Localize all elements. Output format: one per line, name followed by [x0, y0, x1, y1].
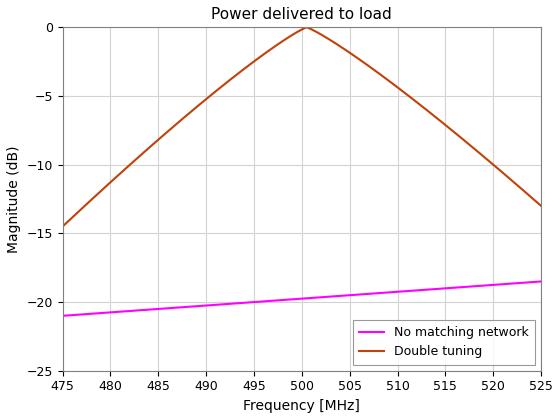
Double tuning — [529, 195, 535, 200]
Double tuning — [477, 151, 484, 156]
Legend: No matching network, Double tuning: No matching network, Double tuning — [353, 320, 535, 365]
Y-axis label: Magnitude (dB): Magnitude (dB) — [7, 145, 21, 253]
Double tuning — [59, 224, 66, 229]
Double tuning — [263, 50, 270, 55]
No matching network — [263, 299, 270, 304]
No matching network — [142, 307, 149, 312]
Double tuning — [538, 203, 544, 208]
No matching network — [477, 284, 483, 289]
No matching network — [528, 280, 535, 285]
Double tuning — [142, 148, 149, 153]
No matching network — [538, 279, 544, 284]
Title: Power delivered to load: Power delivered to load — [212, 7, 392, 22]
Double tuning — [304, 25, 310, 30]
Double tuning — [242, 65, 249, 70]
Line: No matching network: No matching network — [63, 281, 541, 316]
No matching network — [242, 300, 249, 305]
No matching network — [114, 310, 120, 315]
X-axis label: Frequency [MHz]: Frequency [MHz] — [244, 399, 360, 413]
No matching network — [59, 313, 66, 318]
Double tuning — [114, 174, 120, 179]
Line: Double tuning: Double tuning — [63, 27, 541, 226]
